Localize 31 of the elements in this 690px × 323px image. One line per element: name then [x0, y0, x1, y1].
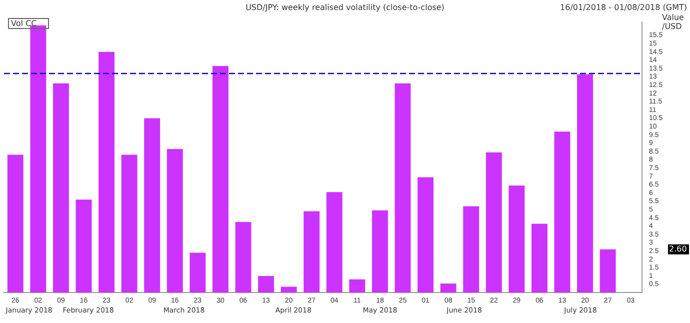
y-axis-title: Value /USD: [662, 13, 684, 31]
bar: [98, 52, 115, 293]
bar: [372, 210, 388, 293]
bar: [280, 286, 297, 293]
bar: [144, 118, 160, 293]
bar: [166, 149, 183, 293]
bar: [600, 249, 616, 293]
bar: [554, 132, 570, 293]
bar: [326, 192, 342, 293]
text: 2.60: [669, 244, 687, 254]
bar: [258, 276, 274, 293]
bar: [304, 211, 320, 293]
bar: [212, 66, 228, 293]
bar: [7, 154, 24, 293]
bar: [508, 186, 525, 293]
bar: [30, 25, 46, 293]
bar: [463, 206, 480, 293]
bar: [235, 222, 252, 293]
bar: [190, 252, 206, 293]
bar: [349, 279, 366, 293]
bar: [121, 154, 138, 293]
bar: [486, 152, 502, 293]
bar: [76, 200, 92, 293]
bar: [418, 177, 434, 293]
bar: [577, 74, 594, 293]
bar: [394, 83, 411, 293]
bar: [52, 83, 69, 293]
text: 16/01/2018 - 01/08/2018 (GMT): [560, 3, 687, 12]
bar: [440, 283, 456, 293]
chart-title: USD/JPY: weekly realised volatility (close-to-close): [246, 3, 444, 12]
bar: [531, 224, 548, 293]
